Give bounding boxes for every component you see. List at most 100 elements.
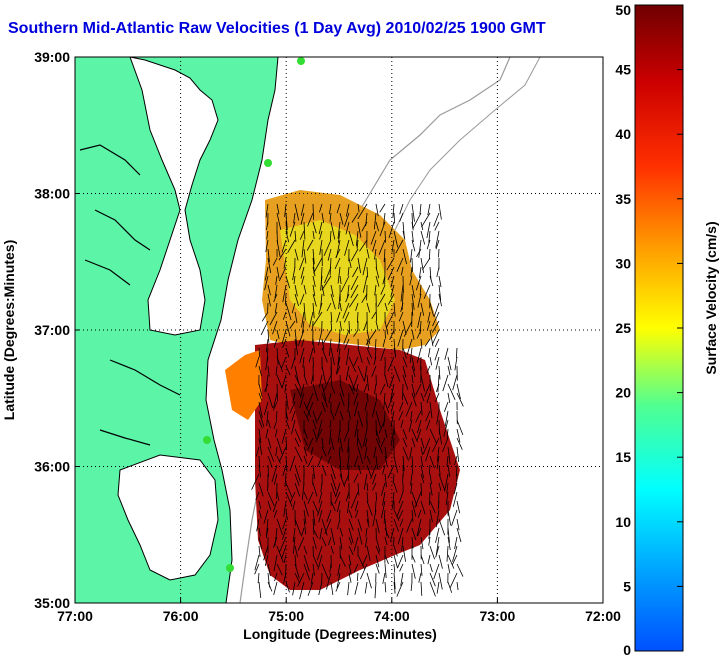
velocity-vector	[456, 563, 464, 577]
velocity-vector	[258, 392, 263, 401]
velocity-vector	[337, 518, 341, 530]
velocity-vector	[361, 221, 368, 232]
velocity-vector	[258, 437, 263, 455]
velocity-vector	[329, 257, 332, 276]
velocity-vector	[285, 275, 291, 289]
velocity-vector	[276, 563, 283, 576]
velocity-vector	[393, 230, 399, 248]
velocity-vector	[330, 500, 336, 512]
velocity-vector	[393, 455, 399, 473]
velocity-vector	[375, 275, 380, 287]
velocity-vector	[267, 419, 271, 429]
velocity-vector	[427, 320, 431, 331]
velocity-vector	[402, 320, 407, 335]
velocity-vector	[321, 383, 327, 401]
velocity-vector	[312, 383, 319, 402]
colorbar-tick-label: 15	[615, 449, 631, 465]
velocity-vector	[310, 572, 314, 585]
colorbar-tick-label: 10	[615, 514, 631, 530]
velocity-vector	[350, 248, 359, 262]
velocity-vector	[281, 428, 287, 444]
velocity-vector	[420, 230, 426, 245]
velocity-vector	[330, 410, 335, 421]
velocity-vector	[446, 545, 449, 562]
velocity-vector	[411, 374, 414, 384]
velocity-vector	[428, 248, 431, 260]
velocity-vector	[454, 356, 458, 371]
velocity-vector	[355, 302, 359, 311]
velocity-vector	[356, 239, 359, 249]
velocity-vector	[312, 527, 319, 539]
velocity-vector	[416, 428, 422, 441]
velocity-vector	[452, 491, 458, 507]
velocity-vector	[402, 248, 407, 265]
velocity-vector	[303, 248, 307, 264]
velocity-vector	[345, 347, 350, 366]
velocity-vector	[406, 338, 413, 356]
velocity-vector	[321, 437, 324, 449]
velocity-vector	[390, 284, 395, 298]
velocity-vector	[447, 383, 456, 400]
colorbar-tick-label: 25	[615, 320, 631, 336]
velocity-vector	[344, 239, 350, 256]
velocity-vector	[401, 536, 404, 552]
velocity-vector	[379, 221, 386, 237]
velocity-vector	[301, 275, 305, 285]
velocity-vector	[276, 329, 280, 340]
velocity-vector	[267, 365, 270, 377]
velocity-vector	[339, 302, 342, 312]
velocity-vector	[329, 338, 332, 356]
velocity-vector	[427, 554, 431, 565]
velocity-vector	[330, 311, 333, 322]
grid-lines	[75, 57, 603, 603]
velocity-vector	[429, 500, 436, 514]
velocity-vector	[366, 329, 371, 345]
velocity-vector	[352, 374, 359, 391]
velocity-vector	[258, 410, 265, 427]
velocity-vector	[351, 212, 359, 223]
velocity-vector	[272, 500, 278, 513]
velocity-vector	[395, 239, 404, 254]
velocity-vector	[264, 266, 269, 281]
velocity-vector	[360, 563, 368, 580]
velocity-vector	[420, 374, 425, 392]
velocity-vector	[276, 212, 282, 230]
velocity-vector	[275, 365, 278, 376]
velocity-vector	[390, 410, 395, 428]
velocity-vector	[355, 230, 359, 247]
velocity-vector	[348, 572, 352, 583]
velocity-vector	[264, 275, 269, 291]
velocity-vector	[393, 302, 396, 317]
velocity-vector	[387, 266, 395, 280]
velocity-vector	[255, 446, 260, 457]
velocity-vector	[411, 509, 414, 523]
velocity-vector	[357, 410, 363, 428]
velocity-vector	[403, 320, 413, 337]
velocity-vector	[281, 239, 287, 253]
velocity-vector	[419, 284, 422, 296]
velocity-vector	[359, 239, 368, 252]
velocity-vector	[294, 338, 299, 355]
velocity-vector	[321, 563, 329, 580]
velocity-vector	[454, 455, 458, 466]
velocity-vector	[452, 374, 458, 391]
velocity-vector	[420, 455, 423, 466]
velocity-vector	[318, 221, 323, 235]
velocity-vector	[348, 230, 354, 247]
velocity-vector	[435, 239, 440, 250]
velocity-vector	[374, 347, 377, 360]
velocity-vector	[337, 347, 341, 366]
velocity-vector	[307, 401, 314, 417]
velocity-vector	[375, 554, 380, 568]
velocity-vector	[391, 239, 395, 253]
velocity-vector	[402, 437, 408, 448]
velocity-vector	[384, 320, 389, 335]
velocity-vector	[313, 257, 323, 274]
velocity-vector	[402, 347, 407, 359]
station-marker	[297, 57, 305, 65]
velocity-vector	[438, 428, 443, 445]
velocity-vector	[411, 536, 414, 549]
velocity-vector	[316, 545, 323, 561]
velocity-vector	[405, 401, 413, 417]
velocity-vector	[312, 509, 316, 526]
